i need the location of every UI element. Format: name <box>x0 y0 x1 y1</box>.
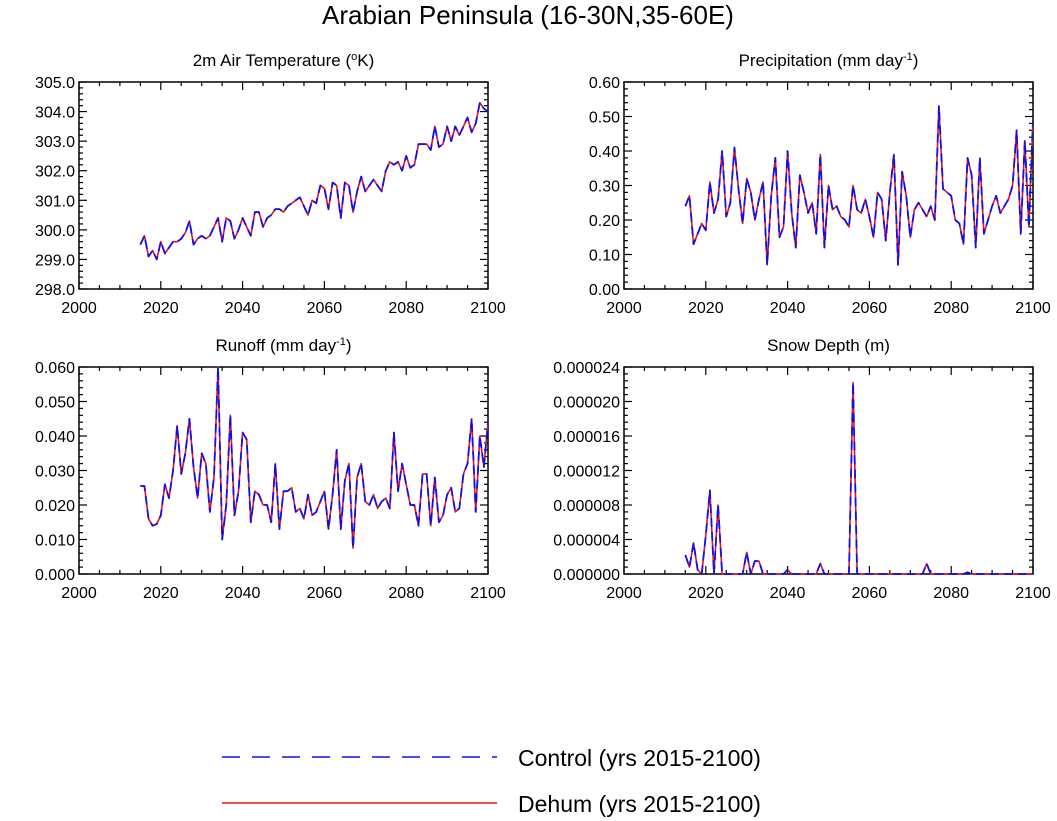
figure-title: Arabian Peninsula (16-30N,35-60E) <box>322 0 734 30</box>
x-tick-label: 2000 <box>606 585 642 602</box>
panel-title: 2m Air Temperature (oK) <box>193 51 375 70</box>
y-tick-label: 298.0 <box>35 282 75 299</box>
panel-title-text: 2m Air Temperature ( <box>193 51 352 70</box>
y-tick-label: 300.0 <box>35 223 75 240</box>
y-tick-label: 0.10 <box>589 248 620 265</box>
y-tick-label: 304.0 <box>35 105 75 122</box>
y-tick-label: 0.000012 <box>553 464 620 481</box>
y-tick-label: 0.000016 <box>553 429 620 446</box>
x-tick-label: 2080 <box>388 300 424 317</box>
x-tick-label: 2020 <box>143 585 179 602</box>
series-group <box>684 105 1033 266</box>
x-tick-label: 2060 <box>307 300 343 317</box>
x-tick-label: 2020 <box>143 300 179 317</box>
y-tick-label: 0.000000 <box>553 567 620 584</box>
legend-item-control: Control (yrs 2015-2100) <box>222 745 761 771</box>
legend-label: Dehum (yrs 2015-2100) <box>518 791 761 817</box>
panel-title-text: Snow Depth (m) <box>767 336 890 355</box>
x-tick-label: 2060 <box>852 300 888 317</box>
y-tick-label: 303.0 <box>35 134 75 151</box>
panel-title-superscript: o <box>351 51 357 63</box>
y-tick-label: 0.20 <box>589 213 620 230</box>
panel-title-text: Runoff (mm day <box>215 336 336 355</box>
x-tick-label: 2000 <box>61 300 97 317</box>
y-tick-label: 0.30 <box>589 179 620 196</box>
panel-title-text: Precipitation (mm day <box>739 51 904 70</box>
panel-title-suffix: K) <box>357 51 374 70</box>
series-line-control <box>684 105 1033 266</box>
x-tick-label: 2080 <box>933 300 969 317</box>
y-tick-label: 0.000024 <box>553 360 620 377</box>
legend: Control (yrs 2015-2100) Dehum (yrs 2015-2… <box>222 745 761 817</box>
y-tick-label: 0.040 <box>35 429 75 446</box>
x-tick-label: 2040 <box>770 300 806 317</box>
x-tick-label: 2060 <box>307 585 343 602</box>
y-tick-label: 0.010 <box>35 533 75 550</box>
panel-title: Snow Depth (m) <box>767 336 890 355</box>
series-group <box>140 366 488 550</box>
legend-item-dehum: Dehum (yrs 2015-2100) <box>222 791 761 817</box>
y-tick-label: 0.030 <box>35 464 75 481</box>
y-tick-label: 0.40 <box>589 144 620 161</box>
series-group <box>139 101 488 261</box>
y-tick-label: 305.0 <box>35 75 75 92</box>
series-line-control <box>139 101 488 261</box>
x-tick-label: 2080 <box>388 585 424 602</box>
panel-title-suffix: ) <box>346 336 352 355</box>
series-line-control <box>684 381 1033 575</box>
y-tick-label: 0.60 <box>589 75 620 92</box>
y-tick-label: 0.060 <box>35 360 75 377</box>
panel-2: Precipitation (mm day-1) 2000 2020 2040 2060… <box>589 51 1051 317</box>
x-tick-label: 2100 <box>1015 585 1051 602</box>
series-line-control <box>140 366 488 550</box>
panels: 2m Air Temperature (oK) 2000 2020 2040 2060 2… <box>35 51 1051 602</box>
x-tick-label: 2080 <box>933 585 969 602</box>
y-tick-label: 0.50 <box>589 110 620 127</box>
y-tick-label: 0.00 <box>589 282 620 299</box>
panel-title-suffix: ) <box>913 51 919 70</box>
panel-4: Snow Depth (m) 2000 2020 2040 2060 2080 2100 0.… <box>553 336 1051 602</box>
y-tick-label: 0.020 <box>35 498 75 515</box>
y-tick-label: 0.000004 <box>553 533 620 550</box>
panel-title-superscript: -1 <box>336 336 346 348</box>
x-tick-label: 2040 <box>225 585 261 602</box>
x-tick-label: 2040 <box>225 300 261 317</box>
x-tick-label: 2040 <box>770 585 806 602</box>
x-tick-label: 2020 <box>688 300 724 317</box>
x-tick-label: 2000 <box>61 585 97 602</box>
y-tick-label: 0.000020 <box>553 395 620 412</box>
x-tick-label: 2100 <box>470 300 506 317</box>
x-tick-label: 2100 <box>1015 300 1051 317</box>
y-tick-label: 301.0 <box>35 193 75 210</box>
x-tick-label: 2060 <box>852 585 888 602</box>
panel-1: 2m Air Temperature (oK) 2000 2020 2040 2060 2… <box>35 51 506 317</box>
panel-title-superscript: -1 <box>903 51 913 63</box>
y-tick-label: 0.000 <box>35 567 75 584</box>
x-tick-label: 2100 <box>470 585 506 602</box>
series-line-dehum <box>140 366 488 549</box>
series-line-dehum <box>139 101 488 261</box>
x-tick-label: 2000 <box>606 300 642 317</box>
plot-frame <box>623 366 1034 575</box>
panel-title: Runoff (mm day-1) <box>215 336 351 355</box>
y-tick-label: 0.000008 <box>553 498 620 515</box>
panel-3: Runoff (mm day-1) 2000 2020 2040 2060 2080 210… <box>35 336 506 602</box>
series-group <box>684 381 1033 575</box>
y-tick-label: 0.050 <box>35 395 75 412</box>
plot-frame <box>78 366 489 575</box>
y-tick-label: 302.0 <box>35 164 75 181</box>
panel-title: Precipitation (mm day-1) <box>739 51 919 70</box>
series-line-dehum <box>684 381 1033 575</box>
plot-frame <box>78 81 489 290</box>
y-tick-label: 299.0 <box>35 252 75 269</box>
legend-label: Control (yrs 2015-2100) <box>518 745 761 771</box>
x-tick-label: 2020 <box>688 585 724 602</box>
